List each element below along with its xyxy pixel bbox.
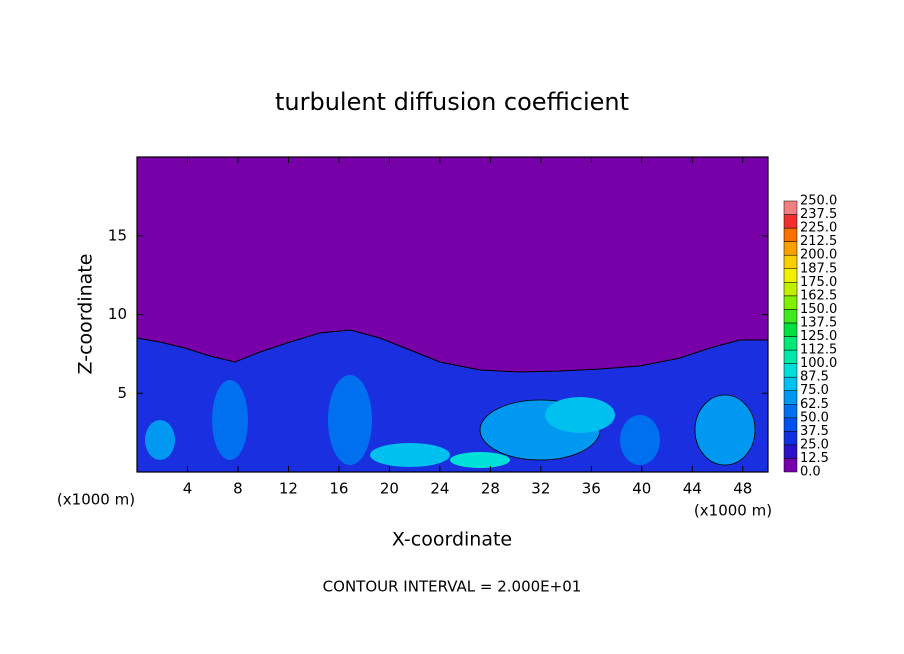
colorbar-label: 162.5 <box>800 288 837 303</box>
colorbar-label: 225.0 <box>800 221 837 236</box>
colorbar-label: 50.0 <box>800 410 829 425</box>
colorbar-swatch <box>783 404 798 419</box>
colorbar-swatch <box>783 417 798 432</box>
annotation: CONTOUR INTERVAL = 2.000E+01 <box>323 578 582 596</box>
colorbar-swatch <box>783 363 798 378</box>
colorbar-label: 137.5 <box>800 315 837 330</box>
colorbar-swatch <box>783 227 798 242</box>
colorbar-swatch <box>783 431 798 446</box>
x-unit-label: (x1000 m) <box>694 502 772 520</box>
colorbar-label: 112.5 <box>800 343 837 358</box>
x-tick-label: 32 <box>531 480 550 498</box>
field-blob <box>450 452 510 468</box>
colorbar-swatch <box>783 349 798 364</box>
colorbar-label: 62.5 <box>800 397 829 412</box>
colorbar-swatch <box>783 295 798 310</box>
colorbar-swatch <box>783 254 798 269</box>
colorbar-label: 100.0 <box>800 356 837 371</box>
x-tick-label: 44 <box>683 480 702 498</box>
x-tick-label: 40 <box>632 480 651 498</box>
x-tick-label: 36 <box>582 480 601 498</box>
colorbar-label: 175.0 <box>800 275 837 290</box>
x-tick-label: 12 <box>279 480 298 498</box>
colorbar-swatch <box>783 241 798 256</box>
x-tick-label: 24 <box>430 480 449 498</box>
y-tick-label: 15 <box>108 226 127 244</box>
x-tick-label: 8 <box>233 480 243 498</box>
x-tick-label: 48 <box>733 480 752 498</box>
field-blob <box>545 397 615 433</box>
field-blob <box>328 375 372 465</box>
colorbar-swatch <box>783 322 798 337</box>
colorbar-label: 87.5 <box>800 370 829 385</box>
chart-title: turbulent diffusion coefficient <box>275 88 629 116</box>
colorbar-label: 250.0 <box>800 194 837 209</box>
colorbar-label: 25.0 <box>800 437 829 452</box>
colorbar-swatch <box>783 444 798 459</box>
y-axis-label: Z-coordinate <box>75 254 97 375</box>
colorbar-swatch <box>783 458 798 473</box>
colorbar-label: 75.0 <box>800 383 829 398</box>
colorbar-label: 212.5 <box>800 234 837 249</box>
y-tick-label: 10 <box>108 305 127 323</box>
field-blob <box>694 394 756 466</box>
colorbar-label: 12.5 <box>800 451 829 466</box>
y-tick-label: 5 <box>117 384 127 402</box>
field-blob <box>212 380 248 460</box>
x-tick-label: 16 <box>329 480 348 498</box>
colorbar-swatch <box>783 282 798 297</box>
colorbar-label: 0.0 <box>800 465 821 480</box>
colorbar-label: 125.0 <box>800 329 837 344</box>
field-blob <box>620 415 660 465</box>
x-tick-label: 20 <box>380 480 399 498</box>
colorbar-swatch <box>783 200 798 215</box>
colorbar-swatch <box>783 390 798 405</box>
colorbar-swatch <box>783 336 798 351</box>
field <box>136 157 769 473</box>
field-blob <box>145 420 175 460</box>
x-axis-label: X-coordinate <box>392 529 512 551</box>
colorbar-swatch <box>783 376 798 391</box>
x-tick-label: 4 <box>183 480 193 498</box>
x-unit-label: (x1000 m) <box>57 491 135 509</box>
field-blob <box>370 443 450 467</box>
colorbar-label: 187.5 <box>800 261 837 276</box>
colorbar-swatch <box>783 309 798 324</box>
colorbar-label: 237.5 <box>800 207 837 222</box>
turbulent-region <box>136 329 769 473</box>
colorbar-label: 200.0 <box>800 248 837 263</box>
colorbar-label: 37.5 <box>800 424 829 439</box>
colorbar-swatch <box>783 268 798 283</box>
colorbar-swatch <box>783 214 798 229</box>
colorbar-label: 150.0 <box>800 302 837 317</box>
x-tick-label: 28 <box>481 480 500 498</box>
